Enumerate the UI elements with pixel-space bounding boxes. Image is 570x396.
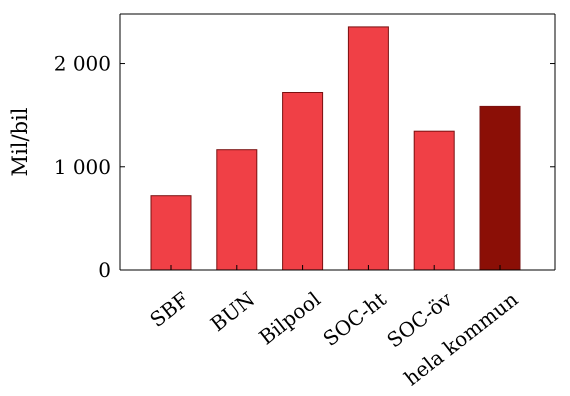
y-tick-label: 0 — [98, 258, 111, 282]
x-tick-label: SOC-ht — [318, 287, 390, 351]
bar-soc-ht — [347, 26, 389, 271]
x-tick-label: Bilpool — [254, 287, 325, 349]
bar-sbf — [150, 195, 192, 271]
y-tick-label: 1 000 — [54, 155, 111, 179]
x-tick-label: SBF — [145, 287, 193, 332]
bar-hela-kommun — [479, 105, 521, 271]
x-tick-label: hela kommun — [400, 287, 523, 390]
bar-soc-v — [413, 130, 455, 271]
bar-bilpool — [282, 92, 324, 271]
y-tick-label: 2 000 — [54, 52, 111, 76]
y-axis-title: Mil/bil — [8, 107, 32, 176]
bar-bun — [216, 149, 258, 271]
x-tick-label: BUN — [206, 287, 259, 336]
